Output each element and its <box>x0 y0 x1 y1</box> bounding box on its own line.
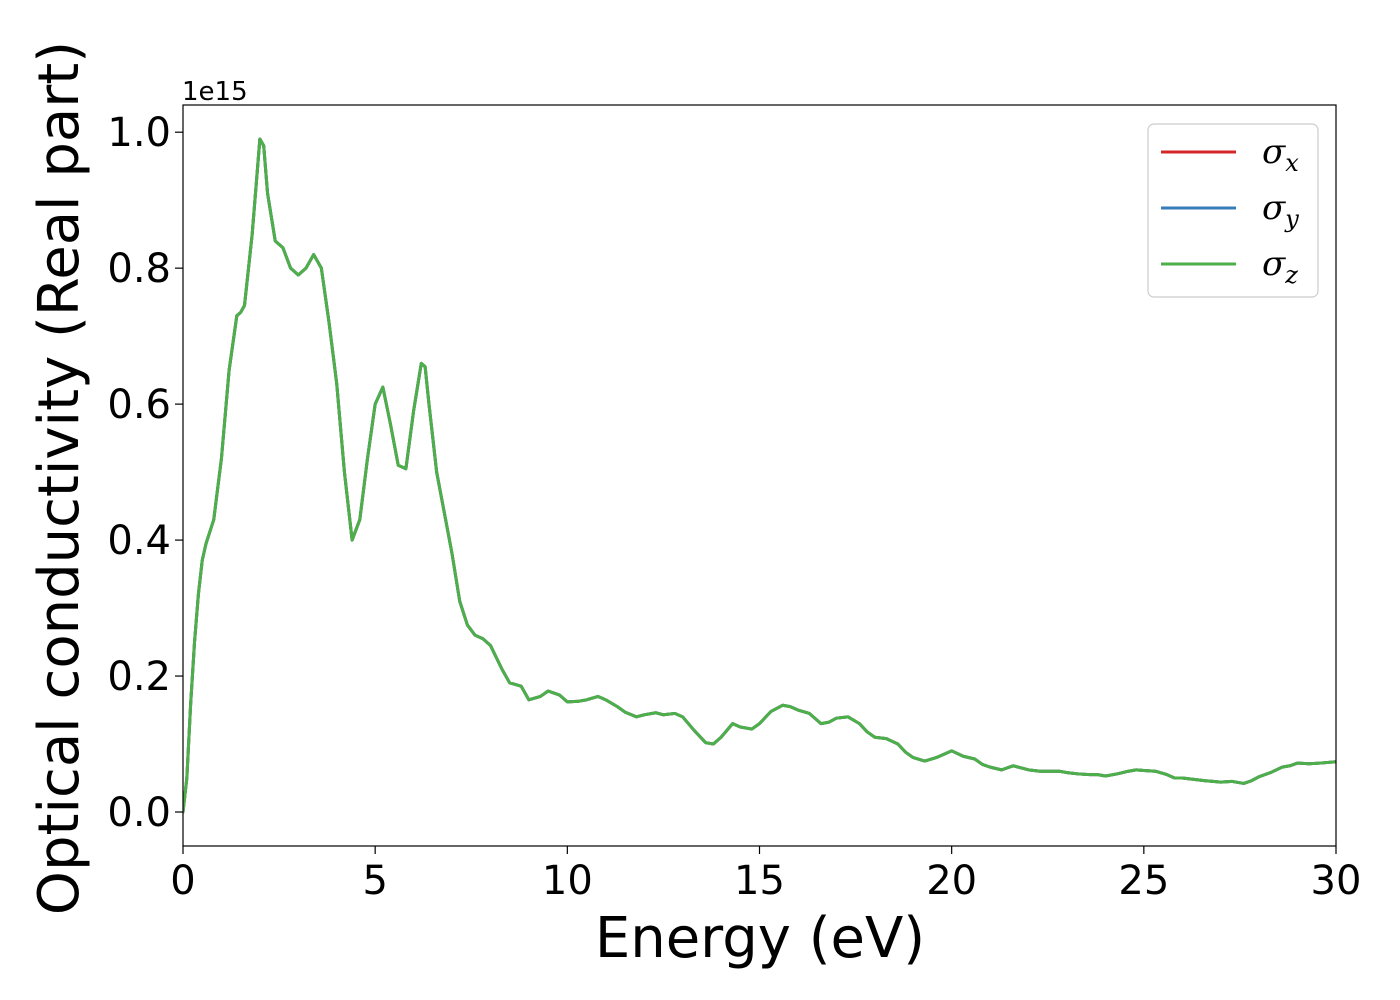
x-tick-label: 15 <box>734 858 785 904</box>
series-layer <box>183 137 1336 814</box>
y-tick-label: 1.0 <box>107 110 171 156</box>
legend: σx σy σz <box>1147 123 1319 298</box>
y-axis: 0.0 0.2 0.4 0.6 0.8 1.0 <box>107 110 183 836</box>
y-tick-label: 0.6 <box>107 382 171 428</box>
series-line-z <box>183 137 1336 814</box>
y-tick-label: 0.0 <box>107 790 171 836</box>
x-tick-label: 10 <box>542 858 593 904</box>
x-tick-label: 30 <box>1311 858 1362 904</box>
x-tick-label: 5 <box>362 858 387 904</box>
x-axis: 0 5 10 15 20 25 30 <box>170 846 1361 904</box>
y-tick-label: 0.4 <box>107 518 171 564</box>
x-tick-label: 25 <box>1118 858 1169 904</box>
y-axis-label: Optical conductivity (Real part) <box>27 41 92 915</box>
x-axis-label: Energy (eV) <box>595 906 925 971</box>
legend-box <box>1147 123 1319 298</box>
y-offset-label: 1e15 <box>182 77 248 107</box>
legend-entry-x: σx <box>1262 132 1299 177</box>
y-tick-label: 0.8 <box>107 246 171 292</box>
legend-entry-z: σz <box>1262 244 1298 289</box>
legend-entry-y: σy <box>1262 188 1299 233</box>
x-tick-label: 20 <box>926 858 977 904</box>
y-tick-label: 0.2 <box>107 654 171 700</box>
x-tick-label: 0 <box>170 858 195 904</box>
